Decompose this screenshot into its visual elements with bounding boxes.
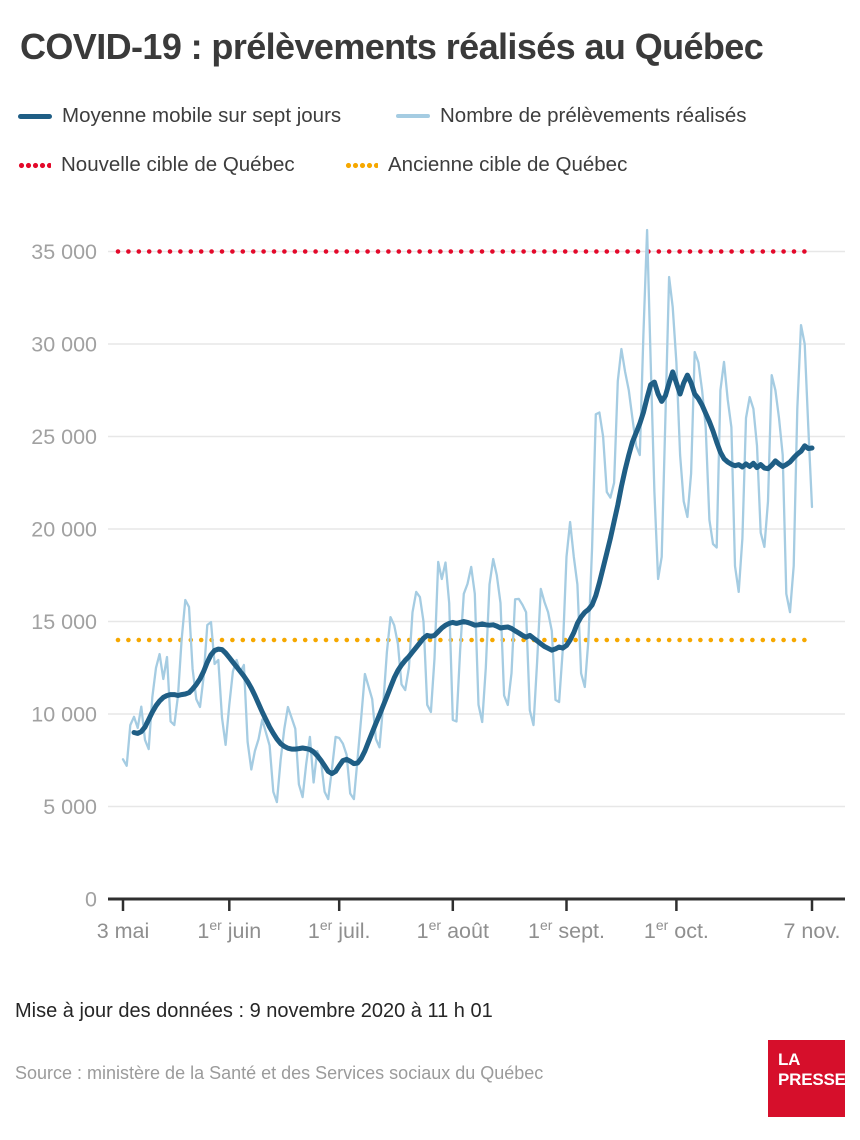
update-note: Mise à jour des données : 9 novembre 202… — [15, 1000, 493, 1022]
y-axis-label: 0 — [85, 888, 97, 912]
legend-item-new-target: Nouvelle cible de Québec — [18, 152, 295, 178]
legend-label-old-target: Ancienne cible de Québec — [388, 153, 628, 176]
legend-item-daily: Nombre de prélèvements réalisés — [396, 103, 747, 129]
legend-item-moving-avg: Moyenne mobile sur sept jours — [18, 103, 341, 129]
x-axis-label: 3 mai — [97, 919, 150, 943]
y-axis-label: 20 000 — [31, 518, 97, 542]
y-axis-label: 5 000 — [43, 795, 97, 819]
x-axis-label: 1er juil. — [308, 917, 371, 943]
y-axis-label: 10 000 — [31, 703, 97, 727]
moving-avg-series-line — [131, 369, 815, 777]
chart-title: COVID-19 : prélèvements réalisés au Québ… — [20, 26, 764, 67]
legend-label-moving-avg: Moyenne mobile sur sept jours — [62, 104, 342, 127]
old-target-dotted-swatch-icon — [345, 161, 378, 169]
y-axis-label: 15 000 — [31, 610, 97, 634]
x-axis-label: 1er août — [417, 917, 489, 943]
source-note: Source : ministère de la Santé et des Se… — [15, 1063, 544, 1083]
daily-line-swatch-icon — [396, 114, 430, 118]
y-axis-label: 25 000 — [31, 425, 97, 449]
legend-item-old-target: Ancienne cible de Québec — [345, 152, 627, 178]
y-axis-label: 30 000 — [31, 333, 97, 357]
legend-label-new-target: Nouvelle cible de Québec — [61, 153, 295, 176]
x-axis-label: 1er sept. — [528, 917, 605, 943]
y-axis-label: 35 000 — [31, 240, 97, 264]
new-target-dotted-swatch-icon — [18, 161, 51, 169]
la-presse-logo: LA PRESSE — [768, 1040, 846, 1117]
logo-line-la: LA — [778, 1050, 801, 1069]
daily-series-line — [121, 228, 814, 804]
x-axis-label: 7 nov. — [784, 919, 841, 943]
x-axis-label: 1er oct. — [644, 917, 709, 943]
legend-label-daily: Nombre de prélèvements réalisés — [440, 104, 747, 127]
moving-avg-line-swatch-icon — [18, 113, 52, 119]
x-axis-label: 1er juin — [197, 917, 261, 943]
logo-line-presse: PRESSE — [778, 1069, 846, 1089]
